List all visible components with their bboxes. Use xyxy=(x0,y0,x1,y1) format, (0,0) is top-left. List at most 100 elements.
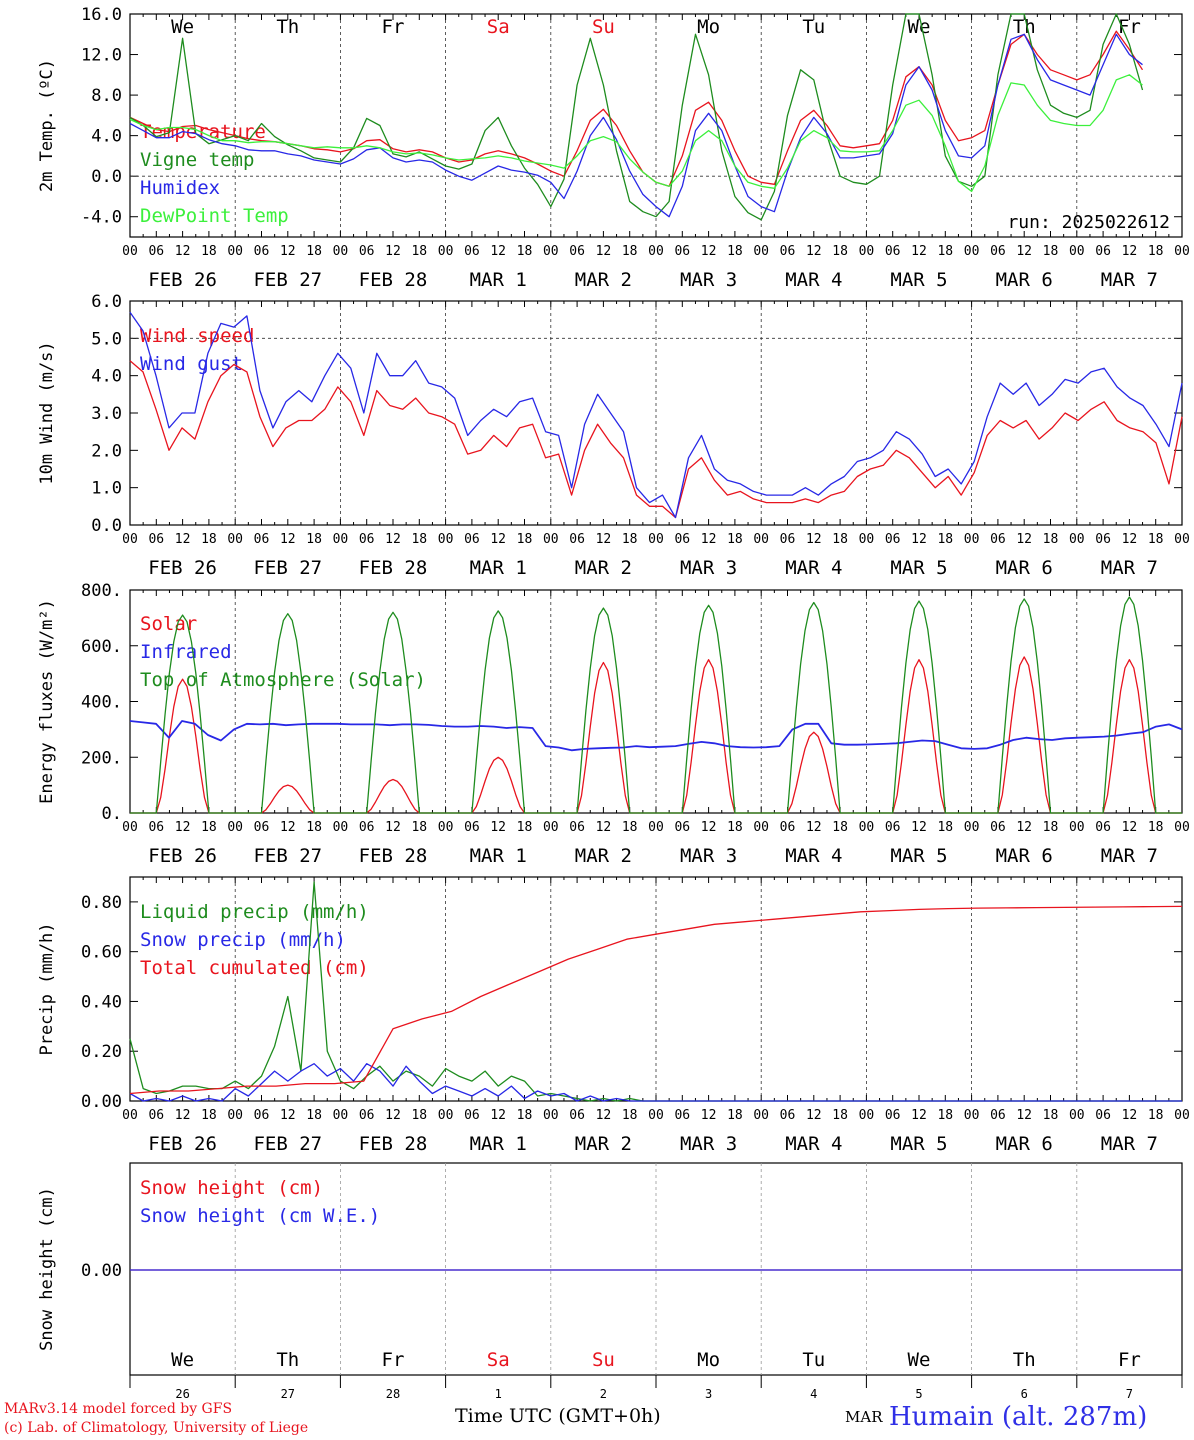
date-label: MAR 7 xyxy=(1101,845,1158,867)
weekday-label: We xyxy=(171,1349,194,1371)
hour-label: 06 xyxy=(990,244,1006,259)
hour-label: 00 xyxy=(543,244,559,259)
date-label: FEB 26 xyxy=(148,1133,217,1155)
hour-label: 00 xyxy=(333,820,349,835)
date-label: FEB 28 xyxy=(359,557,428,579)
legend-entry: Snow precip (mm/h) xyxy=(140,929,346,951)
hour-label: 00 xyxy=(122,532,138,547)
y-tick-label: 800. xyxy=(81,581,122,601)
hour-label: 06 xyxy=(464,244,480,259)
weekday-label: Su xyxy=(592,16,615,38)
y-tick-label: 0.0 xyxy=(91,167,122,187)
hour-label: 06 xyxy=(148,532,164,547)
y-tick-label: 12.0 xyxy=(81,46,122,66)
hour-label: 18 xyxy=(727,1108,743,1123)
series-line xyxy=(129,311,1183,519)
hour-label: 12 xyxy=(596,1108,612,1123)
hour-label: 00 xyxy=(964,820,980,835)
hour-label: 12 xyxy=(385,820,401,835)
weekday-label: Fr xyxy=(382,1349,405,1371)
hour-label: 00 xyxy=(122,244,138,259)
hour-label: 12 xyxy=(596,532,612,547)
date-label: FEB 28 xyxy=(359,845,428,867)
hour-label: 06 xyxy=(780,244,796,259)
hour-label: 06 xyxy=(885,244,901,259)
day-number: 3 xyxy=(705,1387,712,1401)
hour-label: 18 xyxy=(517,532,533,547)
hour-label: 18 xyxy=(622,532,638,547)
series-line xyxy=(129,74,1143,193)
hour-label: 18 xyxy=(1148,532,1164,547)
panel-5: 0.00 Snow height (cm) We Th Fr Sa Su Mo Tu We Th Fr… xyxy=(37,1162,1183,1401)
hour-label: 06 xyxy=(254,820,270,835)
date-label: MAR 3 xyxy=(680,1133,737,1155)
y-tick-label: 16.0 xyxy=(81,5,122,25)
hour-label: 18 xyxy=(306,532,322,547)
hour-label: 12 xyxy=(385,1108,401,1123)
time-axis-label: Time UTC (GMT+0h) xyxy=(455,1405,661,1427)
panel-frame xyxy=(129,13,1183,238)
y-tick-label: 0.00 xyxy=(81,1261,122,1281)
hour-label: 12 xyxy=(911,532,927,547)
hour-label: 12 xyxy=(1122,820,1138,835)
hour-label: 12 xyxy=(490,1108,506,1123)
hour-label: 00 xyxy=(648,820,664,835)
date-label: FEB 28 xyxy=(359,269,428,291)
hour-label: 00 xyxy=(227,244,243,259)
weekday-label: Th xyxy=(1013,16,1036,38)
hour-label: 18 xyxy=(832,820,848,835)
date-label: FEB 27 xyxy=(253,1133,322,1155)
date-label: MAR 5 xyxy=(890,557,947,579)
hour-label: 18 xyxy=(411,244,427,259)
hour-label: 00 xyxy=(964,1108,980,1123)
series-line xyxy=(129,30,1144,187)
y-tick-label: 600. xyxy=(81,637,122,657)
hour-label: 00 xyxy=(648,244,664,259)
hour-label: 00 xyxy=(438,244,454,259)
weekday-label: Mo xyxy=(697,16,720,38)
hour-label: 06 xyxy=(674,532,690,547)
date-label: MAR 6 xyxy=(996,557,1053,579)
y-tick-label: 0.60 xyxy=(81,943,122,963)
hour-label: 00 xyxy=(543,532,559,547)
date-label: MAR 4 xyxy=(785,557,842,579)
hour-label: 12 xyxy=(1122,532,1138,547)
hour-label: 00 xyxy=(1174,1108,1190,1123)
hour-label: 06 xyxy=(780,820,796,835)
run-label: run: 2025022612 xyxy=(1007,212,1170,233)
hour-label: 18 xyxy=(1043,820,1059,835)
date-label: MAR 4 xyxy=(785,269,842,291)
hour-label: 18 xyxy=(1148,820,1164,835)
y-axis-label: Snow height (cm) xyxy=(37,1187,57,1351)
day-number: 6 xyxy=(1021,1387,1028,1401)
legend-entry: Infrared xyxy=(140,641,232,663)
series-line xyxy=(129,360,1183,519)
date-label: MAR 3 xyxy=(680,845,737,867)
hour-label: 00 xyxy=(543,820,559,835)
hour-label: 00 xyxy=(227,1108,243,1123)
hour-label: 06 xyxy=(1095,1108,1111,1123)
hour-label: 12 xyxy=(1122,244,1138,259)
hour-label: 12 xyxy=(175,1108,191,1123)
date-label: FEB 27 xyxy=(253,269,322,291)
hour-label: 06 xyxy=(254,244,270,259)
hour-label: 18 xyxy=(517,244,533,259)
hour-label: 12 xyxy=(175,244,191,259)
hour-label: 06 xyxy=(359,1108,375,1123)
hour-label: 06 xyxy=(359,532,375,547)
date-label: MAR 7 xyxy=(1101,269,1158,291)
series-line xyxy=(129,33,1143,218)
weekday-label: Fr xyxy=(1118,1349,1141,1371)
hour-label: 00 xyxy=(438,532,454,547)
y-tick-label: 4.0 xyxy=(91,127,122,147)
y-tick-label: 8.0 xyxy=(91,86,122,106)
weekday-label: Fr xyxy=(382,16,405,38)
hour-label: 06 xyxy=(148,820,164,835)
panel-2: 6.0 5.0 4.0 3.0 2.0 1.0 0.0 10m Wind (m/s) 00 06 1… xyxy=(37,292,1190,579)
weekday-label: We xyxy=(171,16,194,38)
hour-label: 06 xyxy=(464,532,480,547)
hour-label: 12 xyxy=(280,1108,296,1123)
legend-entry: Snow height (cm W.E.) xyxy=(140,1205,380,1227)
hour-label: 12 xyxy=(806,532,822,547)
hour-label: 00 xyxy=(753,820,769,835)
